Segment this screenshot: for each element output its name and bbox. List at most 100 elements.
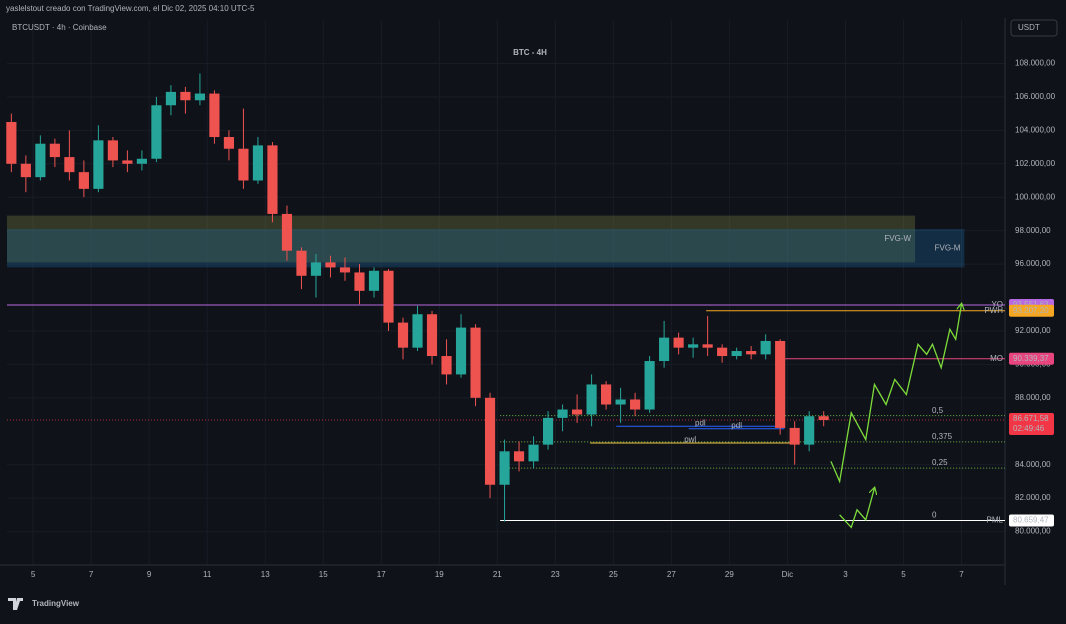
candle-body bbox=[484, 397, 496, 485]
countdown-text: 02:49:46 bbox=[1013, 424, 1045, 433]
candle-body bbox=[136, 158, 147, 164]
y-tick-label: 106.000,00 bbox=[1015, 92, 1056, 101]
fib-label: 0,375 bbox=[932, 432, 953, 441]
fib-label: 0,5 bbox=[932, 406, 944, 415]
candle-body bbox=[383, 270, 394, 323]
candle-body bbox=[310, 262, 322, 276]
level-badge-text: 93.207,20 bbox=[1013, 306, 1049, 315]
x-tick-label: 19 bbox=[435, 570, 444, 579]
y-tick-label: 96.000,00 bbox=[1015, 259, 1051, 268]
chart-title: BTC - 4H bbox=[513, 48, 547, 57]
y-tick-label: 98.000,00 bbox=[1015, 226, 1051, 235]
zone-label: FVG-M bbox=[935, 243, 961, 252]
candle-body bbox=[513, 451, 525, 462]
candle-body bbox=[746, 351, 757, 355]
marker-label: pdl bbox=[731, 421, 742, 430]
x-tick-label: 5 bbox=[31, 570, 36, 579]
x-tick-label: 5 bbox=[901, 570, 906, 579]
x-tick-label: 17 bbox=[377, 570, 386, 579]
candle-body bbox=[122, 160, 133, 164]
currency: USDT bbox=[1018, 23, 1040, 32]
y-tick-label: 84.000,00 bbox=[1015, 460, 1051, 469]
candle-body bbox=[673, 337, 684, 348]
current-price-badge bbox=[1009, 413, 1054, 436]
projection-path bbox=[830, 304, 962, 484]
y-tick-label: 100.000,00 bbox=[1015, 192, 1056, 201]
candle-body bbox=[194, 93, 206, 101]
currency-box bbox=[1010, 19, 1058, 37]
x-tick-label: 7 bbox=[89, 570, 94, 579]
candle-body bbox=[542, 417, 554, 445]
candle-body bbox=[35, 143, 46, 178]
x-tick-label: 27 bbox=[667, 570, 676, 579]
candle-body bbox=[804, 416, 815, 445]
candle-body bbox=[354, 272, 365, 291]
x-tick-label: Dic bbox=[782, 570, 794, 579]
level-badge bbox=[1009, 304, 1054, 317]
fvg-zone bbox=[7, 228, 965, 268]
level-badge-text: 90.339,37 bbox=[1013, 354, 1049, 363]
candle-body bbox=[6, 121, 17, 164]
y-tick-label: 102.000,00 bbox=[1015, 159, 1056, 168]
level-badge-text: 93.551,63 bbox=[1013, 300, 1049, 309]
candle-body bbox=[368, 270, 380, 291]
candle-body bbox=[702, 344, 713, 348]
x-tick-label: 23 bbox=[551, 570, 560, 579]
candle-body bbox=[760, 340, 771, 355]
y-tick-label: 82.000,00 bbox=[1015, 493, 1051, 502]
candle-body bbox=[397, 322, 409, 348]
candle-body bbox=[252, 145, 264, 181]
level-name: MO bbox=[990, 354, 1003, 363]
fib-label: 0 bbox=[932, 511, 937, 520]
candle-body bbox=[644, 361, 655, 410]
candle-body bbox=[281, 213, 293, 251]
logo-icon bbox=[8, 598, 23, 610]
candle-body bbox=[325, 262, 336, 268]
candle-body bbox=[470, 327, 481, 398]
candle-body bbox=[64, 157, 75, 173]
x-tick-label: 11 bbox=[203, 570, 212, 579]
x-tick-label: 21 bbox=[493, 570, 502, 579]
candle-body bbox=[601, 384, 612, 405]
level-badge bbox=[1009, 514, 1054, 527]
y-tick-label: 80.000,00 bbox=[1015, 527, 1051, 536]
candle-body bbox=[775, 340, 786, 428]
x-tick-label: 3 bbox=[843, 570, 848, 579]
candle-body bbox=[426, 314, 438, 357]
candle-body bbox=[296, 250, 307, 276]
level-name: PML bbox=[987, 516, 1004, 525]
fvg-zone bbox=[7, 215, 916, 263]
marker-label: pwl bbox=[684, 435, 696, 444]
candle-body bbox=[151, 105, 162, 159]
candle-body bbox=[20, 163, 31, 178]
candle-body bbox=[49, 143, 60, 158]
candle-body bbox=[572, 409, 583, 415]
candle-body bbox=[267, 145, 278, 214]
candle-body bbox=[455, 327, 467, 375]
candle-body bbox=[557, 409, 568, 418]
brand-name: TradingView bbox=[32, 599, 80, 608]
candle-body bbox=[93, 140, 104, 189]
x-tick-label: 7 bbox=[959, 570, 964, 579]
marker-label: pdl bbox=[695, 418, 706, 427]
candle-body bbox=[818, 416, 829, 421]
candle-body bbox=[165, 91, 176, 106]
candle-body bbox=[731, 351, 742, 357]
level-badge-text: 80.659,47 bbox=[1013, 516, 1049, 525]
y-tick-label: 104.000,00 bbox=[1015, 125, 1056, 134]
x-tick-label: 9 bbox=[147, 570, 152, 579]
level-name: YO bbox=[991, 300, 1003, 309]
y-tick-label: 92.000,00 bbox=[1015, 326, 1051, 335]
x-tick-label: 29 bbox=[725, 570, 734, 579]
x-tick-label: 13 bbox=[261, 570, 270, 579]
candle-body bbox=[659, 337, 670, 362]
y-tick-label: 88.000,00 bbox=[1015, 393, 1051, 402]
caption: yaslelstout creado con TradingView.com, … bbox=[6, 4, 255, 13]
candle-body bbox=[209, 93, 220, 138]
candle-body bbox=[78, 172, 89, 189]
candle-body bbox=[499, 451, 510, 485]
brand-logo: TradingView bbox=[8, 598, 80, 610]
